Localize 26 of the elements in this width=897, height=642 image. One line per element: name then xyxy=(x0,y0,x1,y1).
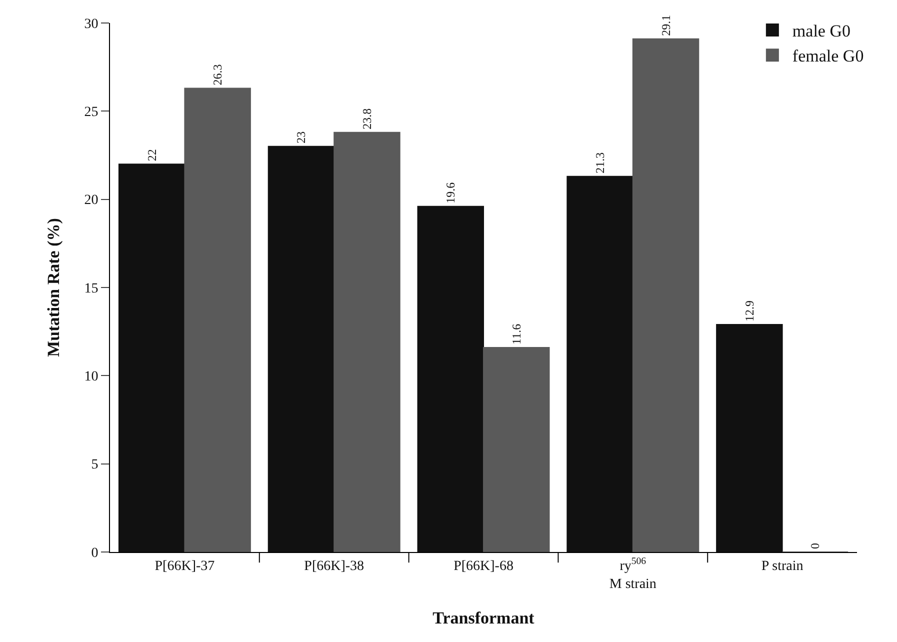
legend-label: female G0 xyxy=(792,46,864,66)
x-tick-label: P strain xyxy=(761,558,804,574)
data-label: 23 xyxy=(294,131,308,144)
data-label: 21.3 xyxy=(593,152,608,174)
y-tick-label: 20 xyxy=(84,193,98,208)
x-tick-label: P[66K]-37 xyxy=(154,558,215,574)
data-label: 0 xyxy=(808,543,822,549)
data-label: 29.1 xyxy=(658,14,673,36)
y-tick-label: 5 xyxy=(91,458,98,473)
data-label: 19.6 xyxy=(444,182,458,204)
x-tick-label: ry$^{506}$ M strain xyxy=(609,556,656,592)
data-label: 23.8 xyxy=(360,108,374,130)
legend-label: male G0 xyxy=(792,22,850,41)
x-tick-label: P[66K]-68 xyxy=(454,558,514,574)
data-label: 11.6 xyxy=(509,324,524,344)
y-tick-label: 30 xyxy=(84,16,98,32)
y-tick-label: 15 xyxy=(84,281,98,296)
y-axis-title: Mutation Rate (%) xyxy=(44,218,63,357)
data-label: 12.9 xyxy=(742,300,756,322)
y-tick-label: 0 xyxy=(91,546,98,561)
x-tick-label: P[66K]-38 xyxy=(304,558,364,574)
data-label: 22 xyxy=(144,149,159,162)
x-axis-title: Transformant xyxy=(432,608,535,628)
y-tick-label: 10 xyxy=(84,370,98,385)
y-tick-label: 25 xyxy=(84,105,98,120)
data-label: 26.3 xyxy=(210,64,225,86)
